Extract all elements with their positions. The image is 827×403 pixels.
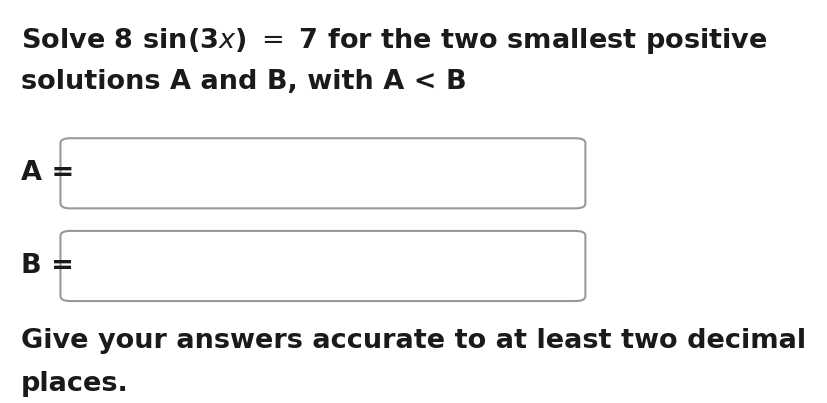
Text: Solve 8 sin(3$x$) $=$ 7 for the two smallest positive: Solve 8 sin(3$x$) $=$ 7 for the two smal…	[21, 26, 767, 56]
Text: Give your answers accurate to at least two decimal: Give your answers accurate to at least t…	[21, 328, 805, 355]
Text: A =: A =	[21, 160, 74, 186]
Text: places.: places.	[21, 371, 128, 397]
Text: B =: B =	[21, 253, 74, 279]
FancyBboxPatch shape	[60, 231, 585, 301]
Text: solutions A and B, with A < B: solutions A and B, with A < B	[21, 69, 466, 95]
FancyBboxPatch shape	[60, 138, 585, 208]
